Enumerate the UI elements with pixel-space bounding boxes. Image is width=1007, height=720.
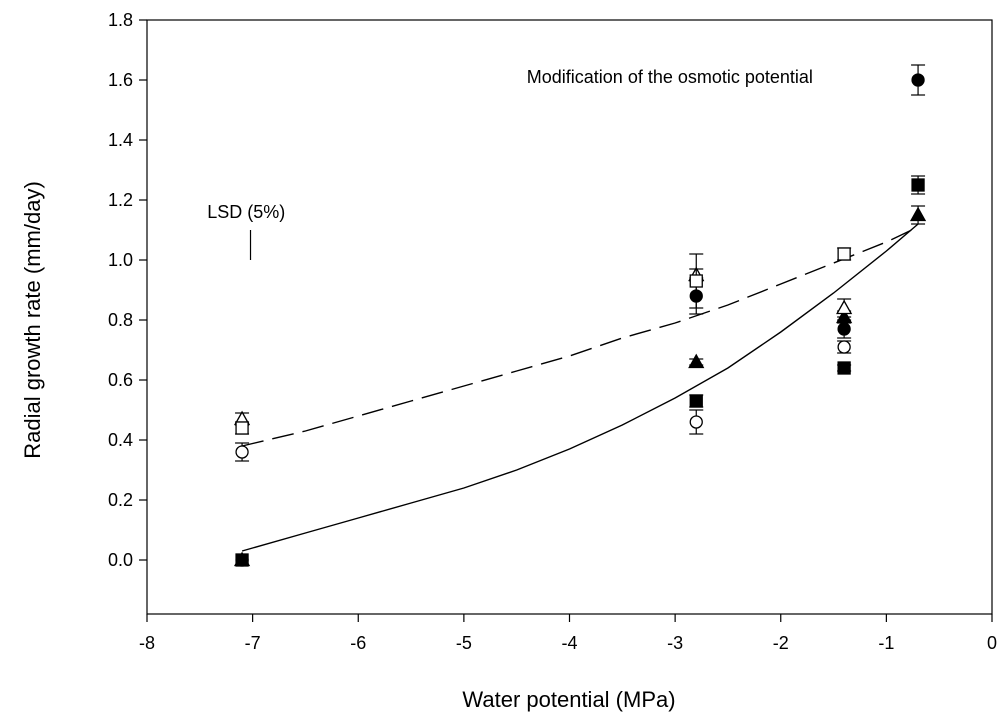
data-point-circle: [911, 73, 925, 87]
y-axis-title: Radial growth rate (mm/day): [20, 181, 45, 459]
annotations: Modification of the osmotic potential LSD…: [207, 67, 813, 260]
plot-area: -8 -7 -6 -5 -4 -3 -2 -1 0 0.0 0.2 0.4 0.6 0.8 1.0 1.2 1.…: [108, 10, 997, 653]
x-tick-label: -4: [561, 633, 577, 653]
series-triangle-filled: [233, 205, 927, 567]
y-tick-label: 1.4: [108, 130, 133, 150]
series-square-open: [235, 247, 852, 435]
annotation-lsd: LSD (5%): [207, 202, 285, 222]
data-point-square: [235, 421, 249, 435]
data-point-circle: [837, 340, 851, 354]
y-tick-label: 1.6: [108, 70, 133, 90]
x-tick-label: -3: [667, 633, 683, 653]
y-tick-label: 0.2: [108, 490, 133, 510]
data-point-square: [235, 553, 249, 567]
y-tick-label: 0.6: [108, 370, 133, 390]
data-point-circle: [837, 322, 851, 336]
data-point-square: [689, 394, 703, 408]
y-tick-label: 1.8: [108, 10, 133, 30]
data-point-square: [911, 178, 925, 192]
data-point-triangle: [688, 353, 705, 369]
y-tick-label: 1.0: [108, 250, 133, 270]
y-tick-label: 0.0: [108, 550, 133, 570]
y-tick-label: 1.2: [108, 190, 133, 210]
x-axis-title: Water potential (MPa): [462, 687, 675, 712]
series-square-filled: [235, 175, 926, 567]
data-point-square: [837, 361, 851, 375]
x-tick-label: -5: [456, 633, 472, 653]
x-tick-label: -1: [878, 633, 894, 653]
axes: -8 -7 -6 -5 -4 -3 -2 -1 0 0.0 0.2 0.4 0.6 0.8 1.0 1.2 1.…: [108, 10, 997, 653]
x-tick-label: -6: [350, 633, 366, 653]
y-tick-label: 0.8: [108, 310, 133, 330]
series-layer: [233, 64, 927, 567]
annotation-title: Modification of the osmotic potential: [527, 67, 813, 87]
fit-line-solid: [241, 223, 919, 552]
data-point-triangle: [836, 299, 853, 315]
series-circle-filled: [235, 64, 926, 567]
x-tick-label: -7: [245, 633, 261, 653]
x-tick-label: 0: [987, 633, 997, 653]
data-point-square: [689, 274, 703, 288]
data-point-circle: [689, 415, 703, 429]
fit-lines: [241, 223, 919, 552]
series-circle-open: [235, 340, 852, 462]
fit-line-dashed: [241, 226, 919, 447]
data-point-triangle: [909, 206, 927, 222]
x-tick-label: -8: [139, 633, 155, 653]
x-tick-label: -2: [773, 633, 789, 653]
data-point-square: [837, 247, 851, 261]
plot-frame: [146, 19, 993, 615]
data-point-circle: [235, 445, 249, 459]
y-tick-label: 0.4: [108, 430, 133, 450]
